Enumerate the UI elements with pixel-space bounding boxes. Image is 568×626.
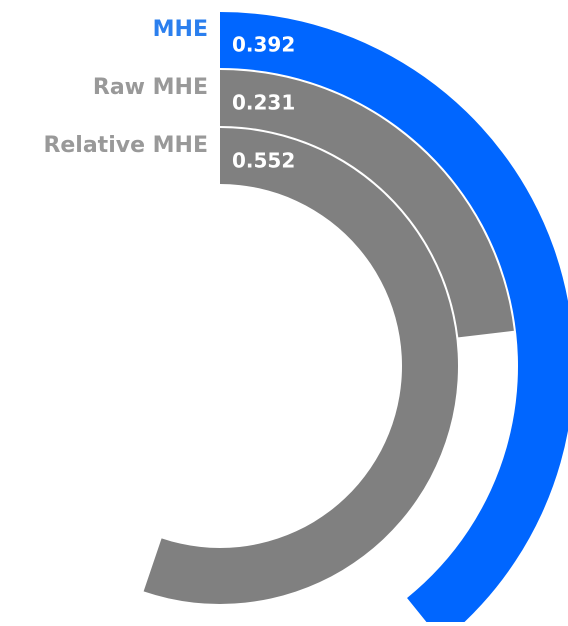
- category-label: MHE: [153, 17, 208, 42]
- value-label: 0.392: [232, 33, 295, 57]
- value-label: 0.231: [232, 91, 295, 115]
- category-label: Raw MHE: [93, 75, 208, 100]
- radial-bar: [143, 128, 458, 604]
- radial-bar: [220, 12, 568, 626]
- value-label: 0.552: [232, 149, 295, 173]
- category-label: Relative MHE: [43, 133, 208, 158]
- radial-bar: [220, 70, 514, 338]
